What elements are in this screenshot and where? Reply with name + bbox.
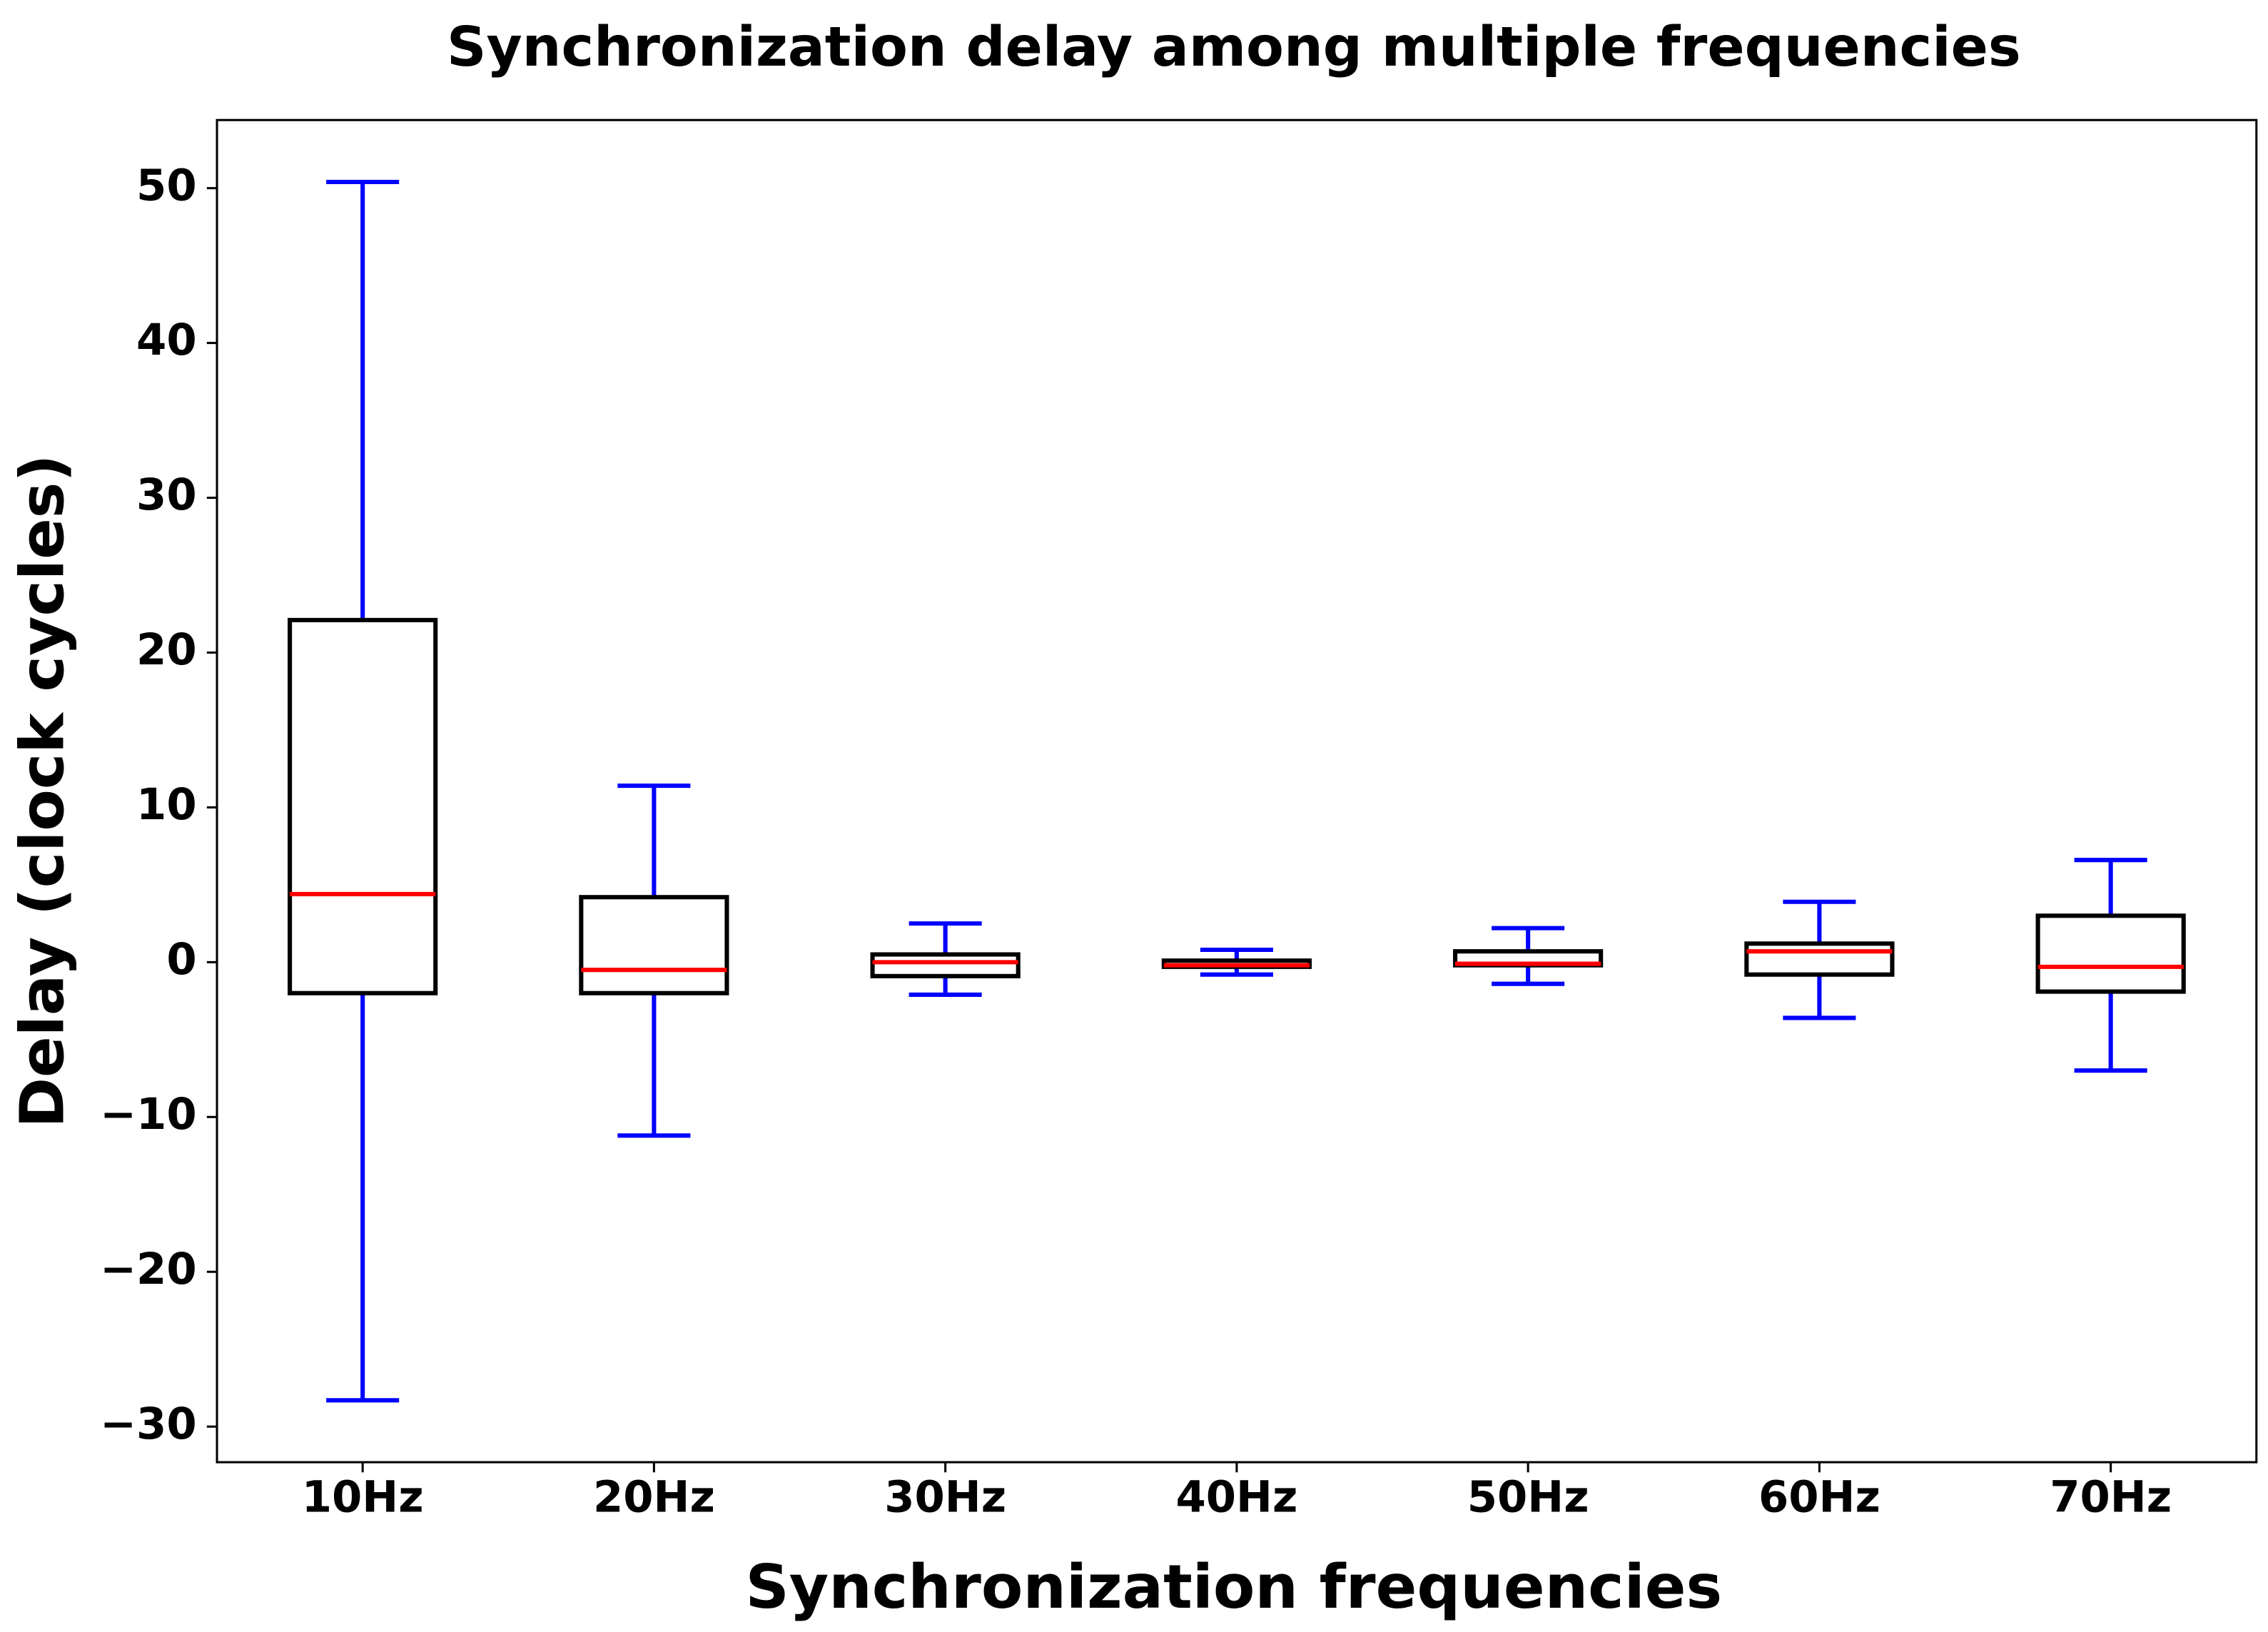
y-tick-label: 40: [136, 315, 197, 365]
box: [1744, 941, 1895, 977]
plot-frame: [216, 118, 2258, 1464]
y-tick-label: −30: [100, 1399, 197, 1449]
y-tick-label: 30: [136, 470, 197, 520]
box: [870, 952, 1021, 978]
x-tick-label: 10Hz: [302, 1472, 424, 1522]
x-tick-label: 30Hz: [884, 1472, 1006, 1522]
y-tick-label: −10: [100, 1090, 197, 1140]
y-tick-label: 50: [136, 161, 197, 211]
box: [2035, 913, 2186, 994]
x-tick-label: 70Hz: [2050, 1472, 2172, 1522]
box: [579, 895, 729, 995]
x-tick-label: 50Hz: [1467, 1472, 1589, 1522]
x-axis-label: Synchronization frequencies: [745, 1552, 1722, 1623]
y-axis-label: Delay (clock cycles): [7, 455, 78, 1128]
chart-title: Synchronization delay among multiple fre…: [447, 16, 2021, 79]
x-tick-label: 40Hz: [1175, 1472, 1297, 1522]
x-tick-label: 20Hz: [593, 1472, 715, 1522]
y-tick-label: 10: [136, 780, 197, 830]
y-tick-label: −20: [100, 1245, 197, 1294]
y-tick-label: 0: [166, 935, 196, 985]
x-tick-label: 60Hz: [1758, 1472, 1880, 1522]
box: [288, 617, 438, 995]
y-tick-label: 20: [136, 625, 197, 675]
